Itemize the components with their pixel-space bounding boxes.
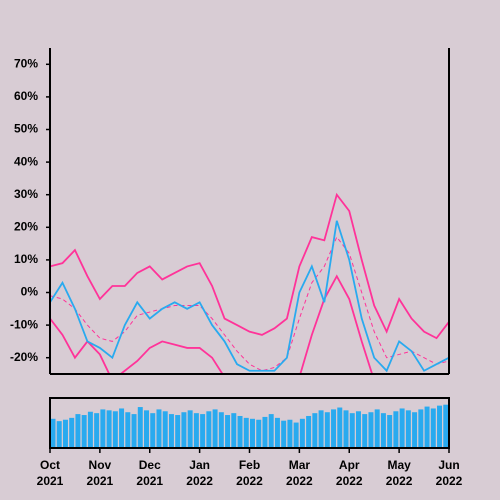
volume-bar [119, 408, 125, 447]
volume-bar [168, 414, 174, 447]
volume-bar [125, 412, 131, 447]
y-tick-label: 20% [14, 219, 38, 233]
volume-bar [131, 414, 137, 447]
volume-bar [225, 415, 231, 447]
x-tick-label: Apr 2022 [336, 458, 363, 488]
volume-bar [312, 413, 318, 447]
volume-area [50, 404, 449, 447]
plot-area [50, 192, 449, 374]
volume-bar [175, 415, 181, 447]
volume-bar [293, 422, 299, 447]
volume-bar [412, 412, 418, 447]
volume-bar [193, 413, 199, 447]
x-tick-label: Jun 2022 [436, 458, 463, 488]
volume-bar [331, 409, 337, 447]
y-tick-label: -20% [10, 350, 38, 364]
volume-bar [81, 415, 87, 447]
volume-bar [349, 413, 355, 447]
y-tick-label: 30% [14, 187, 38, 201]
volume-bar [424, 406, 430, 447]
y-tick-label: 0% [21, 285, 39, 299]
volume-bar [262, 416, 268, 447]
volume-bar [187, 410, 193, 447]
volume-bar [94, 413, 100, 447]
axes: -20% -10% 0% 10% 20% 30% 40% 50% 60% 70% Oct 2021 No… [10, 48, 463, 488]
series-line [50, 236, 449, 372]
volume-bar [106, 410, 112, 447]
volume-bar [56, 421, 62, 447]
volume-bar [200, 414, 206, 447]
volume-bar [100, 409, 106, 447]
volume-bar [237, 415, 243, 447]
x-tick-label: Dec 2021 [136, 458, 163, 488]
volume-bar [430, 408, 436, 447]
volume-bar [256, 419, 262, 447]
volume-bar [393, 411, 399, 447]
x-tick-label: Feb 2022 [236, 458, 263, 488]
volume-bar [418, 409, 424, 447]
volume-bar [150, 413, 156, 447]
volume-bar [399, 408, 405, 447]
volume-bar [250, 418, 255, 447]
series-line [50, 192, 449, 340]
volume-bar [268, 414, 274, 447]
volume-bar [218, 412, 224, 447]
volume-bar [437, 405, 443, 447]
volume-bar [380, 413, 386, 447]
volume-bar [231, 413, 237, 447]
y-tick-label: 10% [14, 252, 38, 266]
y-tick-label: 70% [14, 56, 38, 70]
volume-bar [281, 420, 287, 447]
y-tick-label: 50% [14, 122, 38, 136]
volume-bar [181, 412, 187, 447]
volume-bar [387, 415, 393, 447]
volume-bar [112, 411, 118, 447]
series-line [50, 220, 449, 373]
y-tick-label: 60% [14, 89, 38, 103]
volume-bar [50, 418, 56, 447]
volume-bar [368, 412, 374, 447]
volume-bar [69, 417, 75, 447]
x-tick-label: Oct 2021 [37, 458, 64, 488]
volume-bar [324, 412, 330, 447]
volume-bar [318, 410, 324, 447]
y-tick-label: -10% [10, 317, 38, 331]
x-tick-label: Mar 2022 [286, 458, 313, 488]
volume-bar [405, 410, 411, 447]
volume-bar [443, 404, 449, 447]
x-tick-label: Nov 2021 [87, 458, 114, 488]
x-tick-label: May 2022 [386, 458, 413, 488]
volume-bar [306, 415, 312, 447]
volume-bar [144, 410, 150, 447]
volume-bar [374, 409, 380, 447]
volume-bar [87, 411, 93, 447]
x-tick-label: Jan 2022 [186, 458, 213, 488]
volume-bar [355, 411, 361, 447]
volume-bar [137, 407, 143, 447]
volume-bar [75, 414, 81, 447]
volume-bar [362, 414, 368, 447]
volume-bar [156, 409, 162, 447]
volume-bar [274, 417, 280, 447]
volume-bar [243, 417, 249, 447]
y-tick-label: 40% [14, 154, 38, 168]
volume-bar [206, 411, 212, 447]
volume-bar [62, 419, 68, 447]
volume-bar [343, 410, 349, 447]
volume-bar [337, 407, 343, 447]
volume-bar [287, 419, 293, 447]
volume-bar [162, 411, 168, 447]
volume-bar [212, 409, 218, 447]
volume-bar [299, 418, 305, 447]
